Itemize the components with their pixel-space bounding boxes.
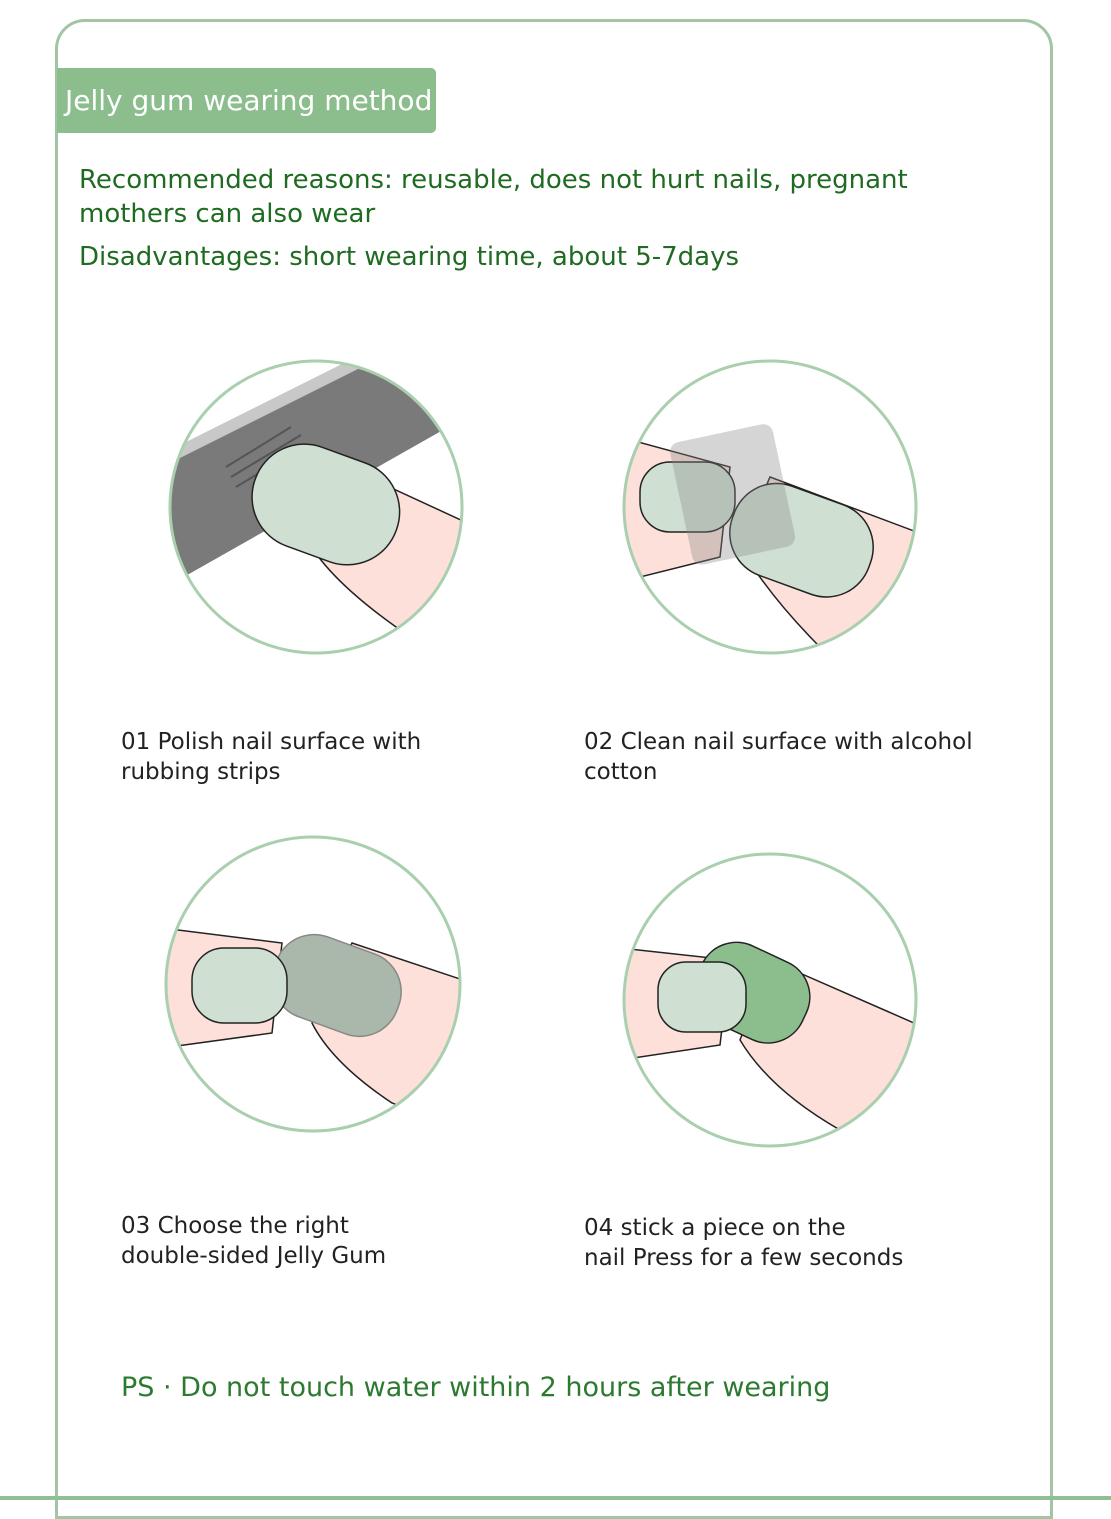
step-2-caption: 02 Clean nail surface with alcohol cotto… [584, 727, 973, 787]
step-3-line-1: 03 Choose the right [121, 1213, 349, 1239]
jelly-gum-illustration [164, 835, 462, 1133]
step-3-line-2: double-sided Jelly Gum [121, 1243, 387, 1269]
step-1-line-2: rubbing strips [121, 759, 281, 785]
bottom-divider [0, 1496, 1111, 1500]
alcohol-cotton-illustration [622, 359, 918, 655]
step-1-line-1: 01 Polish nail surface with [121, 729, 422, 755]
recommended-line-2: mothers can also wear [79, 199, 376, 229]
nail-file-illustration [168, 359, 464, 655]
step-2-line-2: cotton [584, 759, 658, 785]
disadvantages: Disadvantages: short wearing time, about… [79, 242, 740, 272]
recommended-line-1: Recommended reasons: reusable, does not … [79, 165, 908, 195]
step-1-caption: 01 Polish nail surface with rubbing stri… [121, 727, 421, 787]
ps-note: PS · Do not touch water within 2 hours a… [121, 1372, 831, 1403]
step-4-line-2: nail Press for a few seconds [584, 1245, 904, 1271]
section-banner: Jelly gum wearing method [57, 68, 436, 133]
press-nail-illustration [622, 852, 918, 1148]
step-4-caption: 04 stick a piece on the nail Press for a… [584, 1213, 903, 1273]
step-4-line-1: 04 stick a piece on the [584, 1215, 846, 1241]
step-3-caption: 03 Choose the right double-sided Jelly G… [121, 1211, 386, 1271]
step-2-line-1: 02 Clean nail surface with alcohol [584, 729, 973, 755]
recommended-reasons: Recommended reasons: reusable, does not … [79, 163, 979, 231]
